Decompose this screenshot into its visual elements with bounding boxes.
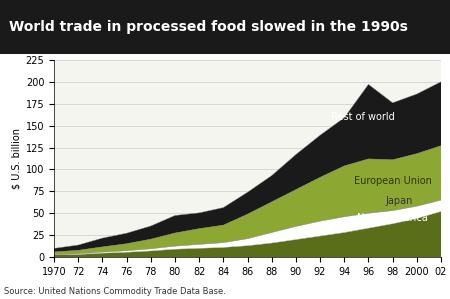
- Text: Japan: Japan: [385, 196, 412, 206]
- Text: World trade in processed food slowed in the 1990s: World trade in processed food slowed in …: [9, 20, 408, 34]
- Text: North America: North America: [357, 213, 428, 223]
- Text: Rest of world: Rest of world: [330, 112, 394, 122]
- Text: European Union: European Union: [354, 176, 432, 186]
- Text: Source: United Nations Commodity Trade Data Base.: Source: United Nations Commodity Trade D…: [4, 287, 226, 296]
- Y-axis label: $ U.S. billion: $ U.S. billion: [11, 128, 21, 189]
